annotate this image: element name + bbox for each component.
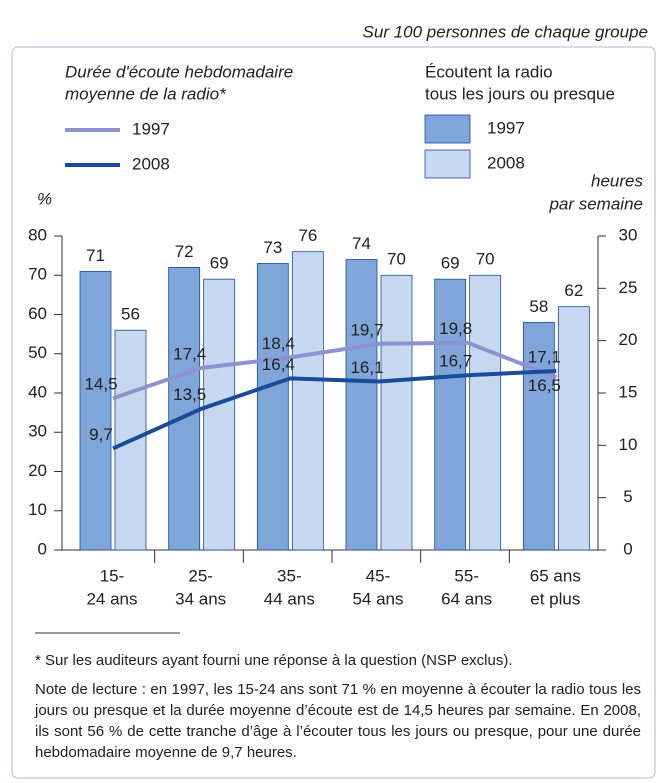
bar-value-label: 76 <box>298 226 317 245</box>
x-tick-label: 65 ans <box>530 566 581 585</box>
y2-tick-label: 30 <box>619 225 638 244</box>
y-tick-label: 30 <box>28 422 47 441</box>
line-value-label: 16,7 <box>439 352 472 371</box>
bar <box>522 321 555 551</box>
x-tick-label: 64 ans <box>441 589 492 608</box>
y2-tick-label: 15 <box>619 382 638 401</box>
line-value-label: 13,5 <box>173 385 206 404</box>
x-tick-label: 24 ans <box>86 589 137 608</box>
y-axis-label: % <box>37 189 52 208</box>
line-value-label: 17,1 <box>528 348 561 367</box>
legend-line-title: Durée d'écoute hebdomadaire <box>65 62 293 81</box>
legend-swatch <box>424 114 471 144</box>
y-tick-label: 10 <box>28 500 47 519</box>
line-value-label: 19,8 <box>439 319 472 338</box>
x-tick-label: 44 ans <box>264 589 315 608</box>
notes: * Sur les auditeurs ayant fourni une rép… <box>35 650 641 771</box>
x-tick-label: 55- <box>454 566 479 585</box>
y2-axis-label: par semaine <box>548 194 643 213</box>
bar <box>380 274 413 551</box>
footnote: * Sur les auditeurs ayant fourni une rép… <box>35 652 513 669</box>
y-tick-label: 40 <box>28 382 47 401</box>
bar <box>203 278 236 551</box>
frame <box>11 46 656 779</box>
x-tick-label: 15- <box>100 566 125 585</box>
legend-label: 2008 <box>132 154 170 173</box>
legend-label: 1997 <box>132 119 170 138</box>
line-value-label: 16,4 <box>262 355 295 374</box>
line-value-label: 16,5 <box>528 376 561 395</box>
y2-tick-label: 0 <box>623 539 632 558</box>
line-value-label: 17,4 <box>173 344 206 363</box>
bar <box>79 270 112 551</box>
y-tick-label: 80 <box>28 225 47 244</box>
bar-value-label: 56 <box>121 305 140 324</box>
legend-bar-title: Écoutent la radio <box>425 62 553 81</box>
bar-value-label: 69 <box>441 254 460 273</box>
x-tick-label: 45- <box>366 566 391 585</box>
bar <box>434 278 467 551</box>
bar <box>345 259 378 551</box>
y-tick-label: 70 <box>28 265 47 284</box>
bar-value-label: 72 <box>175 242 194 261</box>
x-tick-label: 25- <box>188 566 213 585</box>
x-tick-label: 34 ans <box>175 589 226 608</box>
y2-tick-label: 5 <box>623 487 632 506</box>
bar-value-label: 71 <box>86 246 105 265</box>
y-tick-label: 20 <box>28 461 47 480</box>
y-tick-label: 50 <box>28 343 47 362</box>
line-value-label: 19,7 <box>350 320 383 339</box>
y-tick-label: 60 <box>28 304 47 323</box>
line-value-label: 14,5 <box>84 375 117 394</box>
line-value-label: 18,4 <box>262 334 295 353</box>
bar <box>557 306 590 551</box>
bar-value-label: 69 <box>210 254 229 273</box>
legend-swatch <box>424 149 471 179</box>
bar-value-label: 74 <box>352 234 371 253</box>
x-tick-label: 54 ans <box>352 589 403 608</box>
legend-bar-title: tous les jours ou presque <box>425 84 615 103</box>
y2-axis-label: heures <box>591 171 643 190</box>
subtitle: Sur 100 personnes de chaque groupe <box>363 22 648 41</box>
legend-label: 2008 <box>487 153 525 172</box>
legend-label: 1997 <box>487 118 525 137</box>
reading-note: Note de lecture : en 1997, les 15-24 ans… <box>35 681 641 761</box>
y2-tick-label: 10 <box>619 435 638 454</box>
x-tick-label: 35- <box>277 566 302 585</box>
bar <box>469 274 502 551</box>
line-value-label: 9,7 <box>89 425 113 444</box>
bar-value-label: 58 <box>529 297 548 316</box>
y2-tick-label: 25 <box>619 278 638 297</box>
legend-line-title: moyenne de la radio* <box>65 84 227 103</box>
bar <box>256 263 289 551</box>
y2-tick-label: 20 <box>619 330 638 349</box>
line <box>112 340 558 401</box>
bar <box>168 266 201 551</box>
bar-value-label: 70 <box>476 250 495 269</box>
x-tick-label: et plus <box>530 589 580 608</box>
line-value-label: 16,1 <box>350 358 383 377</box>
bar-value-label: 73 <box>263 238 282 257</box>
y-tick-label: 0 <box>38 539 47 558</box>
bar-value-label: 62 <box>564 281 583 300</box>
line <box>112 369 557 451</box>
bar <box>291 251 324 551</box>
bar-value-label: 70 <box>387 250 406 269</box>
